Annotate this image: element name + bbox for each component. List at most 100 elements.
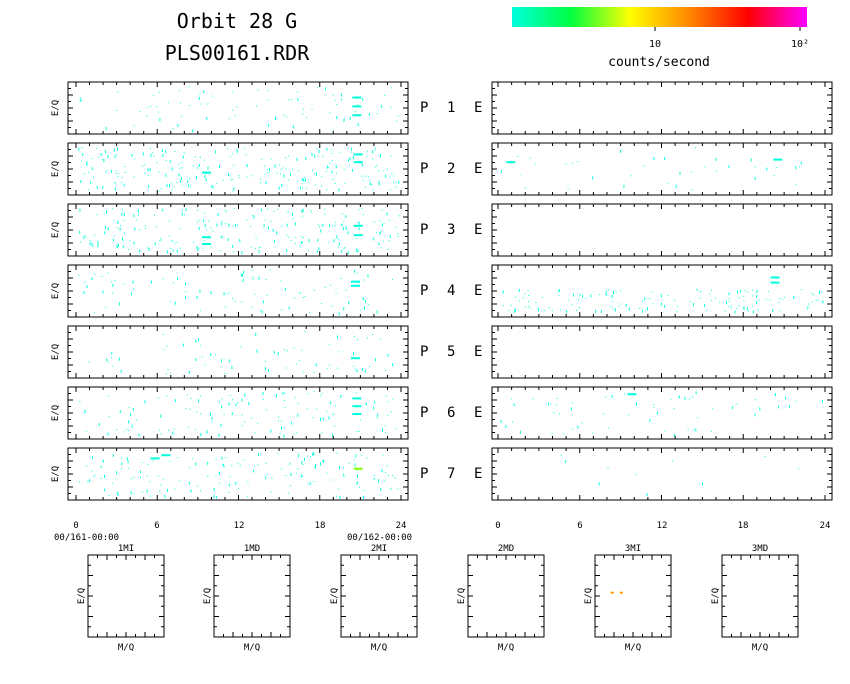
left-panel-count-pixel — [363, 279, 365, 281]
right-panel-count-pixel — [577, 161, 579, 163]
panel-row-3: E/Q P 3 E — [51, 203, 833, 257]
left-panel-count-pixel — [276, 393, 278, 397]
left-panel-count-pixel — [301, 349, 303, 351]
right-panel-count-pixel — [653, 407, 655, 409]
left-panel-count-pixel — [228, 173, 229, 176]
left-panel-count-pixel — [265, 181, 267, 185]
panel-row-1: E/Q P 1 E — [51, 81, 833, 135]
right-panel-count-pixel — [585, 297, 587, 299]
left-panel-count-pixel — [115, 182, 116, 184]
left-panel-count-pixel — [386, 465, 388, 467]
left-panel-count-pixel — [362, 367, 364, 371]
left-panel-count-pixel — [236, 224, 238, 226]
right-panel-count-pixel — [752, 295, 754, 297]
left-panel-count-pixel — [131, 153, 133, 157]
right-panel-count-pixel — [524, 187, 526, 189]
left-panel-count-pixel — [187, 180, 189, 183]
right-panel-count-pixel — [773, 175, 775, 177]
left-panel-count-pixel — [231, 412, 233, 416]
left-panel-count-pixel — [247, 481, 249, 483]
left-panel-count-pixel — [216, 183, 218, 185]
left-panel-count-pixel — [100, 153, 102, 156]
left-panel-count-pixel — [257, 422, 259, 424]
left-panel-count-pixel — [277, 420, 279, 422]
left-panel-count-pixel — [376, 231, 377, 233]
left-panel-count-pixel — [336, 104, 338, 105]
left-panel-count-pixel — [295, 431, 297, 433]
left-panel-count-pixel — [332, 225, 334, 227]
right-panel-count-pixel — [775, 393, 776, 397]
left-panel-count-pixel — [373, 221, 375, 223]
left-panel-count-pixel — [332, 413, 334, 415]
left-panel-count-pixel — [307, 393, 309, 395]
left-panel-count-pixel — [343, 221, 345, 223]
left-panel-count-pixel — [327, 241, 329, 243]
left-panel-count-pixel — [392, 278, 393, 280]
left-panel-count-pixel — [182, 343, 184, 347]
left-panel-count-pixel — [265, 476, 267, 480]
left-panel-count-pixel — [294, 222, 296, 226]
right-panel-feature — [627, 393, 637, 396]
left-panel-count-pixel — [229, 395, 231, 396]
left-panel-count-pixel — [90, 181, 92, 185]
left-panel-count-pixel — [274, 164, 276, 168]
left-panel-count-pixel — [198, 338, 200, 342]
left-panel-count-pixel — [196, 411, 198, 413]
left-panel-count-pixel — [290, 240, 292, 242]
left-panel-count-pixel — [251, 306, 253, 308]
left-panel-count-pixel — [157, 475, 159, 477]
left-panel-count-pixel — [133, 241, 135, 245]
right-panel-count-pixel — [541, 296, 543, 298]
left-panel-count-pixel — [106, 210, 107, 214]
left-panel-count-pixel — [89, 240, 91, 242]
left-panel-count-pixel — [286, 234, 288, 236]
left-panel-count-pixel — [369, 179, 371, 181]
left-panel-count-pixel — [301, 474, 303, 478]
left-panel-count-pixel — [265, 279, 267, 281]
left-panel-count-pixel — [265, 219, 266, 221]
left-panel-count-pixel — [334, 224, 336, 226]
left-panel-count-pixel — [158, 111, 160, 113]
left-panel-count-pixel — [288, 99, 290, 101]
left-panel-count-pixel — [357, 475, 358, 478]
left-panel-count-pixel — [240, 273, 242, 277]
left-panel-count-pixel — [170, 248, 172, 249]
left-panel-count-pixel — [116, 429, 118, 430]
left-panel-count-pixel — [311, 109, 313, 111]
left-panel-count-pixel — [285, 367, 287, 369]
left-panel-count-pixel — [313, 391, 315, 393]
left-panel-count-pixel — [158, 171, 160, 173]
right-panel-count-pixel — [551, 433, 553, 435]
left-panel-count-pixel — [121, 457, 122, 459]
left-panel-count-pixel — [303, 178, 305, 182]
mass-panel-title: 2MD — [498, 544, 514, 554]
left-panel-count-pixel — [210, 291, 212, 295]
left-panel-count-pixel — [167, 102, 169, 104]
left-panel-count-pixel — [397, 115, 399, 117]
left-panel-count-pixel — [294, 242, 296, 244]
panel-number-label: 6 — [447, 405, 455, 421]
left-panel-count-pixel — [284, 288, 286, 291]
left-panel-count-pixel — [159, 490, 161, 492]
left-panel-count-pixel — [117, 220, 119, 224]
right-panel-count-pixel — [660, 302, 662, 306]
left-panel-count-pixel — [284, 393, 286, 394]
left-panel-count-pixel — [92, 176, 94, 178]
left-panel-count-pixel — [381, 469, 383, 473]
panel-prefix-label: P — [420, 161, 428, 177]
right-panel-count-pixel — [795, 184, 797, 186]
left-panel-count-pixel — [328, 416, 330, 420]
left-panel-count-pixel — [389, 235, 391, 239]
left-panel-count-pixel — [372, 158, 374, 160]
right-panel-count-pixel — [678, 395, 680, 399]
right-panel-count-pixel — [624, 393, 626, 395]
left-panel-count-pixel — [353, 365, 355, 367]
left-panel-count-pixel — [273, 350, 275, 354]
left-panel-count-pixel — [160, 239, 162, 241]
left-panel-count-pixel — [388, 240, 390, 242]
left-panel-count-pixel — [292, 217, 294, 219]
left-panel-count-pixel — [390, 155, 392, 157]
right-panel-count-pixel — [748, 310, 750, 312]
left-panel-count-pixel — [290, 173, 292, 177]
right-panel-count-pixel — [730, 305, 732, 307]
